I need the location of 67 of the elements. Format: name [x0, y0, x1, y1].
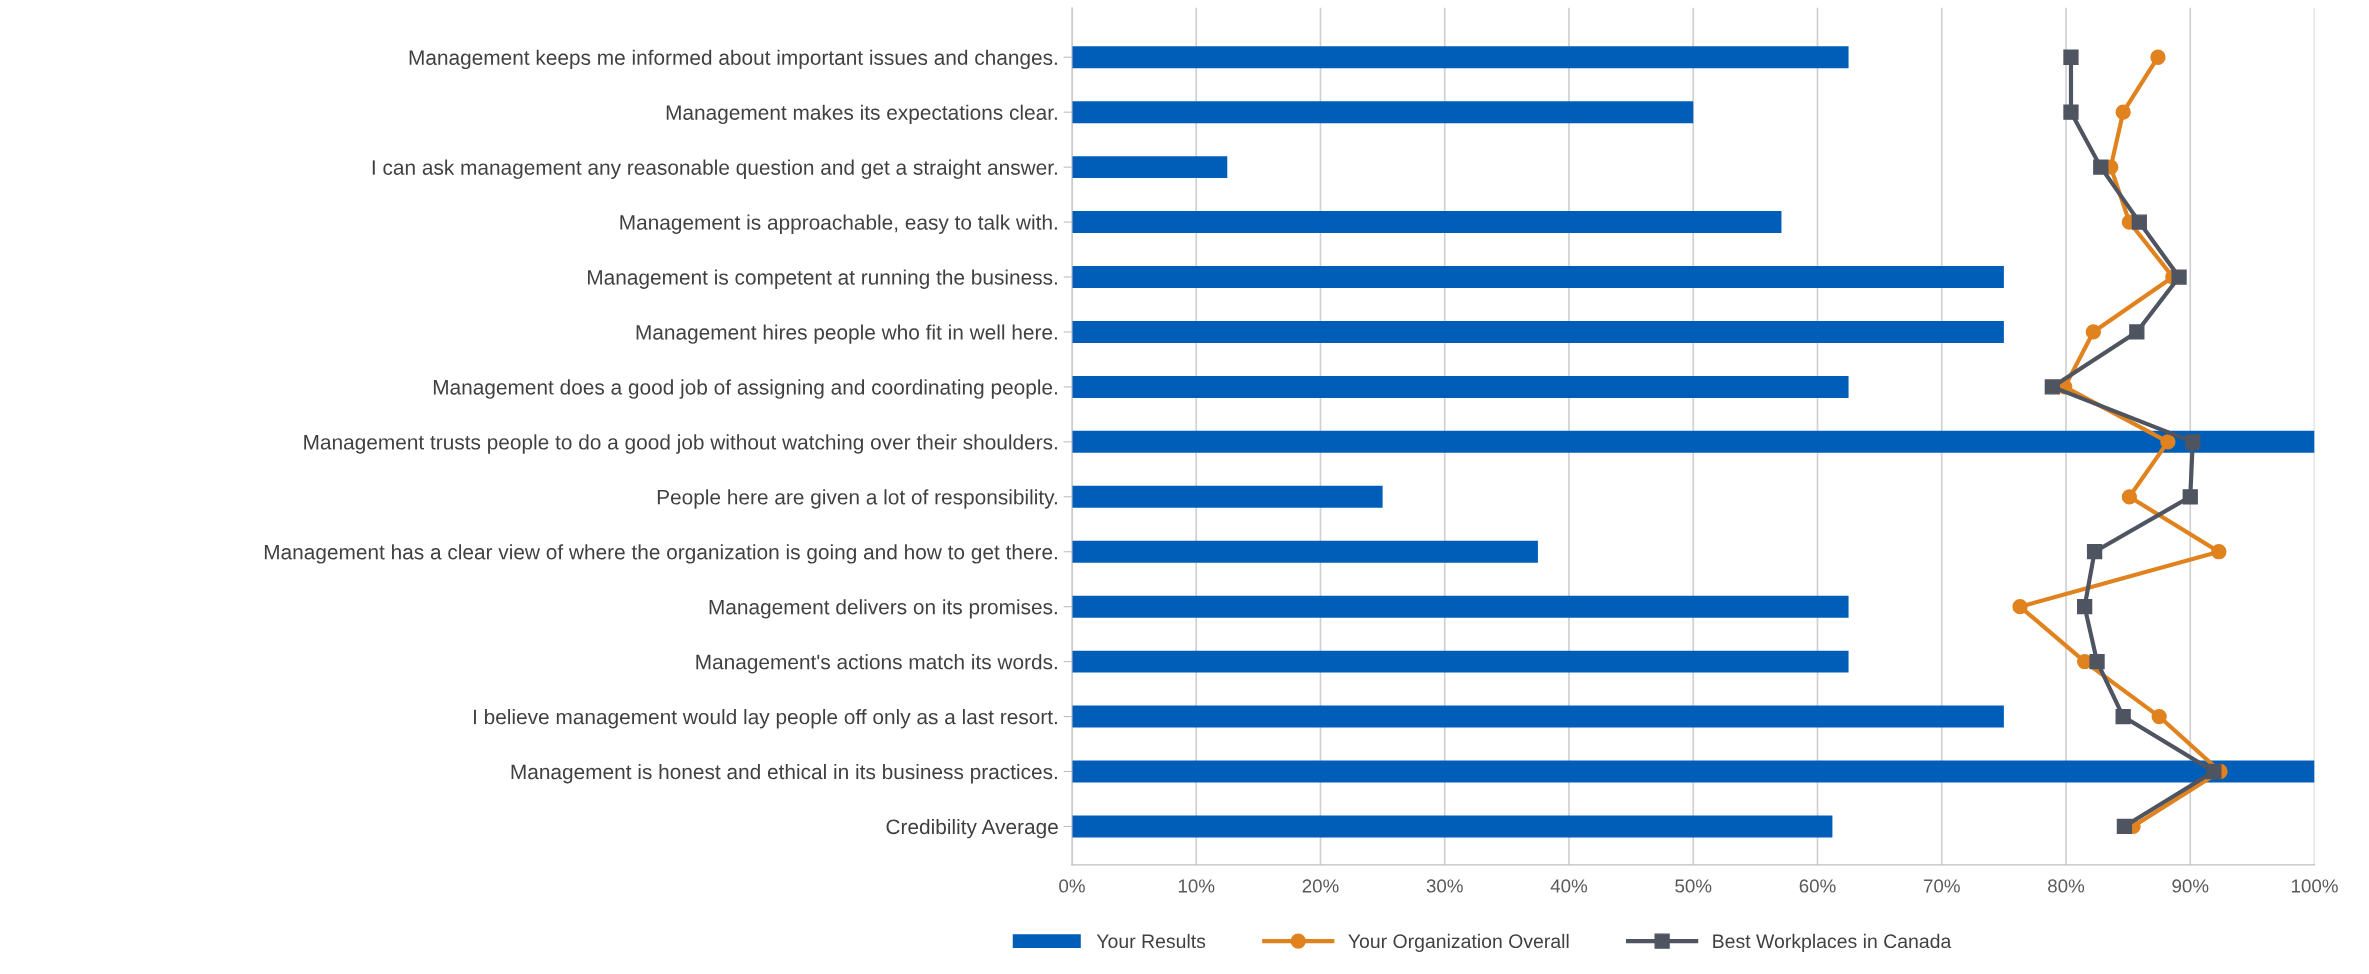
x-tick-label: 10% — [1178, 879, 1215, 893]
point — [2044, 379, 2060, 395]
point — [2116, 818, 2133, 835]
bar — [1071, 430, 2315, 453]
point — [2086, 544, 2103, 560]
y-tick-label: Management is competent at running the business. — [588, 269, 1057, 289]
bar — [1071, 375, 1849, 398]
bar — [1071, 760, 2315, 783]
bar — [1071, 595, 1849, 618]
point — [2160, 434, 2176, 450]
bar — [1071, 320, 2004, 343]
point — [2211, 544, 2227, 560]
x-tick-label: 60% — [1799, 879, 1836, 893]
point — [2171, 269, 2187, 285]
y-tick-label: Management's actions match its words. — [696, 654, 1057, 674]
x-tick-label: 80% — [2048, 879, 2085, 893]
point — [2115, 708, 2131, 725]
y-tick-label: I can ask management any reasonable question and get a straight answer. — [372, 159, 1057, 179]
point — [2012, 599, 2028, 615]
y-tick-label: Management hires people who fit in well here. — [636, 324, 1057, 344]
point — [2185, 434, 2201, 450]
y-tick-label: Management does a good job of assigning and coordinating people. — [433, 379, 1057, 399]
bar — [1071, 156, 1228, 179]
point — [2182, 489, 2198, 505]
point — [2151, 708, 2167, 725]
bar — [1071, 46, 1849, 69]
point — [2063, 49, 2079, 65]
y-tick-label: Credibility Average — [886, 818, 1058, 839]
y-tick-label: People here are given a lot of responsibility. — [657, 489, 1057, 509]
point — [2089, 653, 2105, 670]
point — [2063, 104, 2079, 120]
point — [2121, 489, 2138, 505]
y-tick-label: I believe management would lay people off only as a last resort. — [473, 709, 1057, 729]
bar — [1071, 211, 1782, 234]
y-tick-label: Management has a clear view of where the organization is going and how to get there. — [264, 544, 1057, 564]
point — [2131, 214, 2147, 230]
y-tick-label: Management delivers on its promises. — [709, 599, 1057, 619]
x-tick-label: 50% — [1675, 879, 1712, 893]
legend-label: Best Workplaces in Canada — [1713, 933, 1952, 952]
y-tick-label: Management is approachable, easy to talk with. — [620, 214, 1057, 234]
y-tick-label: Management keeps me informed about important issues and changes. — [409, 49, 1057, 70]
y-tick-label: Management is honest and ethical in its business practices. — [511, 763, 1057, 784]
bar — [1071, 540, 1538, 563]
x-tick-label: 0% — [1059, 879, 1085, 893]
bar — [1071, 815, 1833, 838]
x-tick-label: 90% — [2172, 879, 2209, 893]
x-tick-label: 30% — [1426, 879, 1463, 893]
bar — [1071, 705, 2004, 728]
point — [2076, 599, 2093, 615]
x-tick-label: 20% — [1302, 879, 1339, 893]
x-tick-label: 40% — [1550, 879, 1588, 893]
point — [2093, 159, 2109, 175]
x-tick-label: 70% — [1923, 879, 1960, 893]
point — [2115, 104, 2131, 120]
bar — [1071, 650, 1849, 673]
legend-label: Your Results — [1096, 933, 1206, 949]
bar — [1071, 101, 1694, 124]
legend-label: Your Organization Overall — [1348, 933, 1569, 952]
y-tick-label: Management makes its expectations clear. — [666, 104, 1057, 125]
point — [2129, 324, 2145, 340]
x-tick-label: 100% — [2291, 879, 2338, 893]
y-tick-label: Management trusts people to do a good job without watching over their shoulders. — [304, 434, 1057, 454]
point — [2150, 49, 2166, 65]
point — [2206, 763, 2222, 780]
bar — [1071, 266, 2004, 288]
bar — [1071, 485, 1383, 508]
point — [2085, 324, 2101, 340]
